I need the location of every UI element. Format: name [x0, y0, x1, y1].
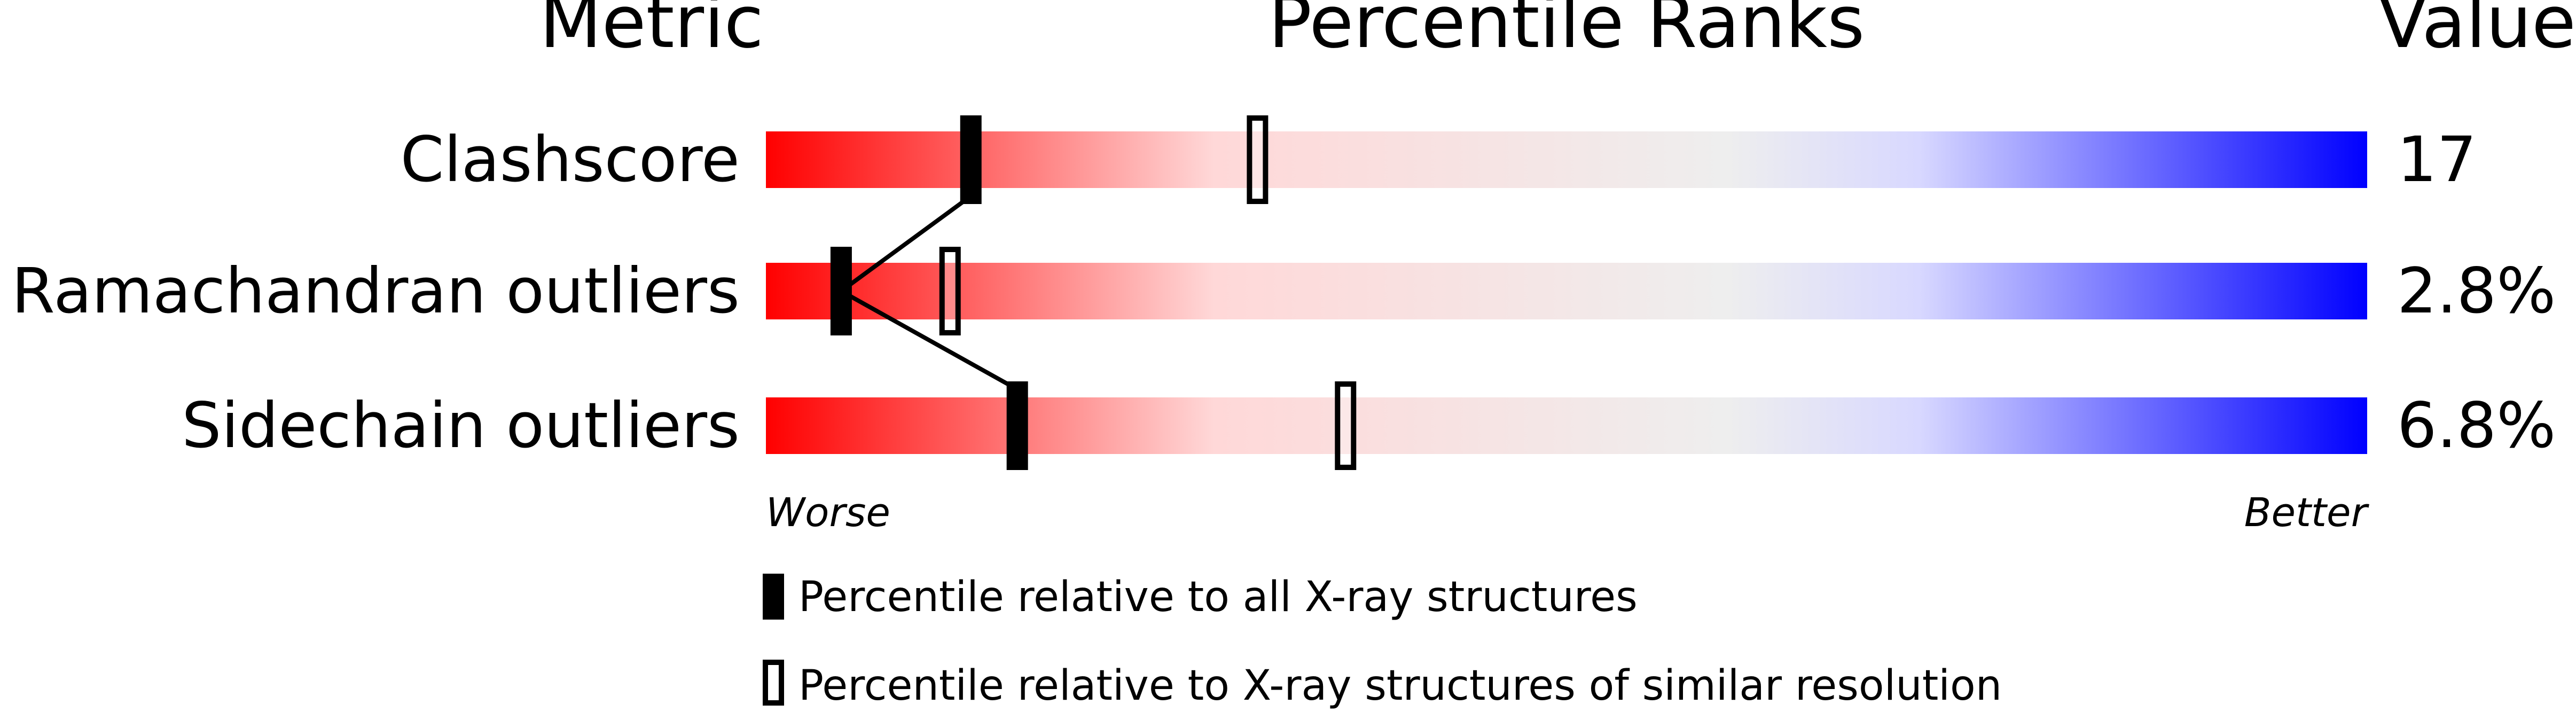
- metric-value: 17: [2397, 123, 2477, 196]
- metric-value: 6.8%: [2397, 389, 2556, 462]
- percentile-bar: [766, 263, 2367, 319]
- similar-resolution-marker: [1247, 115, 1269, 204]
- legend-filled-marker-icon: [763, 574, 784, 620]
- all-structures-marker: [1006, 381, 1028, 470]
- all-structures-marker: [960, 115, 982, 204]
- percentile-bar: [766, 397, 2367, 454]
- percentile-bar: [766, 131, 2367, 188]
- similar-resolution-marker: [939, 247, 961, 335]
- legend-all-label: Percentile relative to all X-ray structu…: [798, 573, 1638, 621]
- header-metric: Metric: [539, 0, 764, 64]
- worse-label: Worse: [766, 490, 890, 536]
- better-label: Better: [2244, 490, 2370, 536]
- metric-label: Sidechain outliers: [182, 389, 740, 462]
- header-percentile-ranks: Percentile Ranks: [1269, 0, 1865, 64]
- similar-resolution-marker: [1335, 381, 1357, 470]
- header-value: Value: [2378, 0, 2576, 64]
- all-structures-marker: [830, 247, 852, 335]
- metric-label: Clashscore: [401, 123, 740, 196]
- metric-value: 2.8%: [2397, 254, 2556, 327]
- metric-label: Ramachandran outliers: [12, 254, 740, 327]
- legend-similar-label: Percentile relative to X-ray structures …: [798, 662, 2002, 710]
- legend-open-marker-icon: [763, 660, 784, 706]
